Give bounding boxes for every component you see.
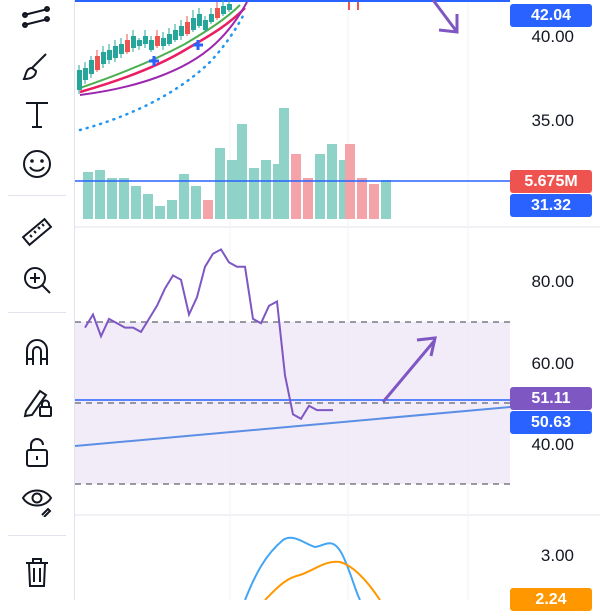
volume-bar bbox=[155, 206, 165, 219]
candle-body bbox=[209, 14, 214, 22]
volume-bar bbox=[381, 180, 391, 219]
volume-bar bbox=[227, 160, 237, 219]
candle-body bbox=[179, 26, 184, 36]
volume-bar bbox=[95, 170, 105, 219]
price-axis-label: 35.00 bbox=[531, 111, 574, 130]
volume-bar bbox=[143, 194, 153, 219]
trash-icon[interactable] bbox=[14, 550, 60, 594]
candle-body bbox=[197, 14, 202, 26]
candle-body bbox=[143, 36, 148, 44]
volume-bar bbox=[315, 154, 325, 219]
price-axis-label: 40.00 bbox=[531, 27, 574, 46]
brush-icon[interactable] bbox=[14, 44, 60, 88]
price-badge: 42.04 bbox=[510, 4, 592, 27]
candle-body bbox=[173, 30, 178, 40]
ma-purple bbox=[79, 1, 248, 96]
toolbar-separator bbox=[8, 195, 66, 196]
volume-bar bbox=[179, 174, 189, 219]
volume-bar bbox=[107, 178, 117, 219]
lock-drawing-icon[interactable] bbox=[14, 380, 60, 424]
candlestick-series bbox=[77, 0, 232, 94]
chart-canvas[interactable]: 40.00 35.00 42.04 5.675M 31.32 80.00 60.… bbox=[75, 0, 600, 611]
volume-bar bbox=[273, 164, 283, 219]
volume-badge: 5.675M bbox=[510, 170, 592, 193]
candle-body bbox=[113, 46, 118, 58]
text-icon[interactable] bbox=[14, 92, 60, 136]
volume-ma-badge: 31.32 bbox=[510, 194, 592, 217]
volume-bar bbox=[191, 186, 201, 219]
trend-lines-icon[interactable] bbox=[14, 0, 60, 44]
candle-body bbox=[167, 34, 172, 44]
eye-icon[interactable] bbox=[14, 478, 60, 522]
candle-body bbox=[119, 44, 124, 54]
rsi-ma-badge: 50.63 bbox=[510, 411, 592, 434]
candle-body bbox=[77, 70, 82, 90]
volume-bar bbox=[203, 200, 213, 219]
rsi-axis-label: 80.00 bbox=[531, 272, 574, 291]
candle-body bbox=[107, 50, 112, 60]
ruler-icon[interactable] bbox=[14, 210, 60, 254]
candle-body bbox=[221, 6, 226, 14]
toolbar-separator bbox=[8, 535, 66, 536]
candle-body bbox=[137, 40, 142, 46]
unlock-icon[interactable] bbox=[14, 430, 60, 474]
emoji-icon[interactable] bbox=[14, 142, 60, 186]
volume-bar bbox=[261, 160, 271, 219]
volume-bar bbox=[291, 154, 301, 219]
rsi-badge: 51.11 bbox=[510, 387, 592, 410]
volume-bar bbox=[167, 200, 177, 219]
candle-body bbox=[125, 40, 130, 52]
candle-body bbox=[89, 60, 94, 74]
candle-body bbox=[191, 18, 196, 30]
candle-body bbox=[215, 8, 220, 18]
volume-bar bbox=[357, 178, 367, 219]
macd-axis-label: 3.00 bbox=[540, 546, 574, 565]
rsi-axis-label: 40.00 bbox=[531, 435, 574, 454]
macd-orange-line bbox=[264, 560, 381, 600]
candle-body bbox=[101, 52, 106, 64]
volume-series bbox=[83, 108, 391, 219]
ma-red bbox=[79, 7, 246, 94]
zoom-in-icon[interactable] bbox=[14, 258, 60, 302]
rsi-ma-line bbox=[75, 406, 511, 447]
up-arrow-drawing bbox=[381, 336, 437, 403]
candle-body bbox=[227, 4, 232, 10]
volume-bar bbox=[369, 184, 379, 219]
rsi-band bbox=[75, 322, 510, 484]
candle-body bbox=[155, 36, 160, 46]
magnet-icon[interactable] bbox=[14, 330, 60, 374]
candle-body bbox=[149, 40, 154, 50]
volume-bar bbox=[279, 108, 289, 219]
rsi-line bbox=[84, 248, 333, 421]
drawing-toolbar bbox=[0, 0, 75, 600]
volume-bar bbox=[303, 178, 313, 219]
volume-bar bbox=[131, 186, 141, 219]
volume-bar bbox=[249, 168, 259, 219]
candle-body bbox=[203, 20, 208, 30]
candle-body bbox=[161, 38, 166, 46]
toolbar-separator bbox=[8, 312, 66, 313]
candle-body bbox=[95, 56, 100, 70]
candle-body bbox=[131, 36, 136, 48]
ma-dotted bbox=[78, 10, 247, 132]
rsi-axis-label: 60.00 bbox=[531, 354, 574, 373]
candle-body bbox=[185, 22, 190, 34]
volume-bar bbox=[215, 148, 225, 219]
chart-svg[interactable] bbox=[75, 0, 600, 600]
volume-bar bbox=[119, 178, 129, 219]
macd-blue-line bbox=[244, 536, 361, 600]
down-arrow-drawing bbox=[431, 0, 459, 34]
volume-bar bbox=[237, 124, 247, 219]
ma-green bbox=[79, 4, 241, 89]
volume-bar bbox=[83, 172, 93, 219]
candle-body bbox=[83, 68, 88, 80]
volume-bar bbox=[339, 160, 349, 219]
